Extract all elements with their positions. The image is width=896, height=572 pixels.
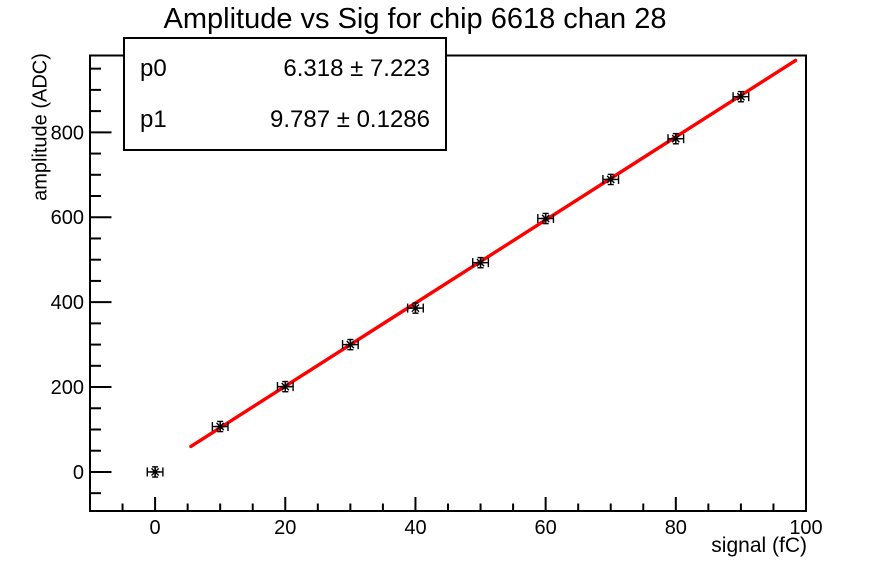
data-point bbox=[406, 302, 424, 314]
x-tick-label: 60 bbox=[535, 517, 557, 539]
x-tick-label: 0 bbox=[150, 517, 161, 539]
x-tick-label: 100 bbox=[789, 517, 822, 539]
data-point bbox=[146, 466, 164, 478]
param-value-p0: 6.318 ± 7.223 bbox=[283, 54, 430, 82]
param-label-p0: p0 bbox=[140, 54, 167, 82]
data-point bbox=[276, 380, 294, 393]
data-point bbox=[732, 90, 750, 103]
data-point bbox=[602, 173, 620, 186]
chart-title: Amplitude vs Sig for chip 6618 chan 28 bbox=[163, 3, 667, 35]
fit-stats-box: p0 6.318 ± 7.223 p1 9.787 ± 0.1286 bbox=[123, 37, 447, 151]
data-point bbox=[211, 420, 229, 433]
x-tick-label: 80 bbox=[665, 517, 687, 539]
x-axis-ticks: 0 20 40 60 80 100 bbox=[89, 497, 823, 539]
x-tick-label: 20 bbox=[274, 517, 296, 539]
fit-line bbox=[189, 58, 798, 449]
y-tick-label: 600 bbox=[51, 207, 84, 229]
param-label-p1: p1 bbox=[140, 105, 167, 133]
x-tick-label: 40 bbox=[404, 517, 426, 539]
y-tick-label: 800 bbox=[51, 122, 84, 144]
y-tick-label: 200 bbox=[51, 377, 84, 399]
stats-row-p0: p0 6.318 ± 7.223 bbox=[140, 55, 430, 83]
y-axis-title: amplitude (ADC) bbox=[29, 53, 52, 201]
y-tick-label: 400 bbox=[51, 292, 84, 314]
param-value-p1: 9.787 ± 0.1286 bbox=[270, 105, 430, 133]
data-point bbox=[667, 132, 685, 145]
y-tick-label: 0 bbox=[73, 462, 84, 484]
data-point bbox=[472, 256, 490, 269]
stats-row-p1: p1 9.787 ± 0.1286 bbox=[140, 106, 430, 134]
data-point bbox=[537, 212, 555, 225]
x-axis-title: signal (fC) bbox=[711, 534, 807, 557]
data-point bbox=[341, 338, 359, 351]
y-axis-ticks: 0 200 400 600 800 bbox=[51, 67, 112, 495]
